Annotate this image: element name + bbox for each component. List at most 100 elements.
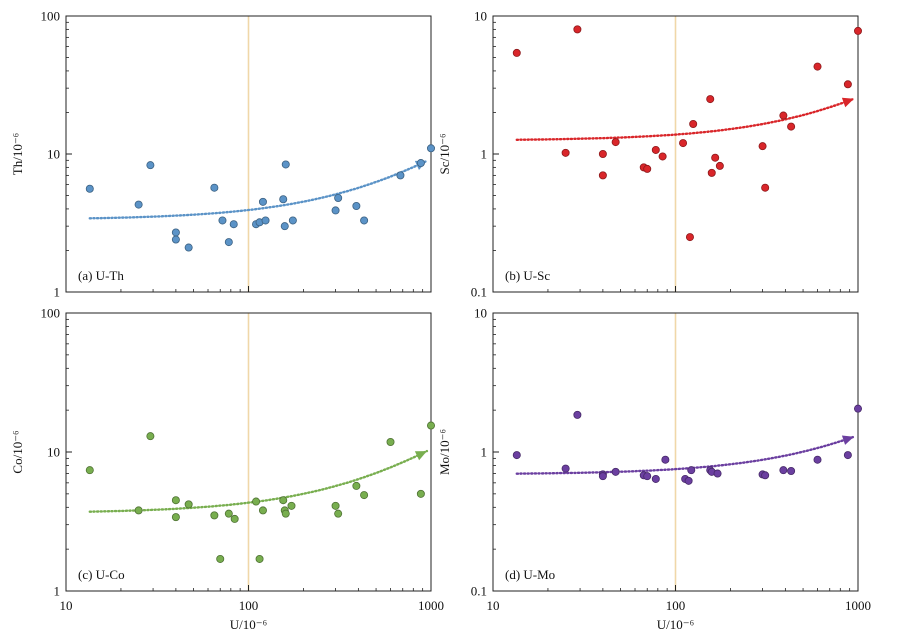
panel-label: (b) U-Sc xyxy=(505,268,550,283)
data-point xyxy=(255,554,264,563)
data-point xyxy=(643,164,652,173)
data-point xyxy=(426,144,435,153)
data-point xyxy=(813,62,822,71)
data-point xyxy=(224,509,233,518)
data-point xyxy=(787,122,796,131)
y-tick-label: 1 xyxy=(54,584,61,599)
y-tick-label: 1 xyxy=(481,445,488,460)
data-point xyxy=(229,220,238,229)
data-point xyxy=(854,26,863,35)
y-axis-title: Mo/10⁻⁶ xyxy=(437,429,452,475)
data-point xyxy=(258,197,267,206)
data-point xyxy=(281,160,290,169)
data-point xyxy=(661,455,670,464)
data-point xyxy=(230,514,239,523)
data-point xyxy=(171,496,180,505)
data-point xyxy=(707,168,716,177)
data-point xyxy=(643,472,652,481)
data-point xyxy=(171,513,180,522)
data-point xyxy=(134,506,143,515)
data-point xyxy=(843,451,852,460)
y-tick-label: 10 xyxy=(474,9,487,24)
y-tick-label: 100 xyxy=(41,9,61,24)
data-point xyxy=(252,497,261,506)
data-point xyxy=(216,554,225,563)
data-point xyxy=(561,148,570,157)
data-point xyxy=(360,216,369,225)
data-point xyxy=(386,438,395,447)
data-point xyxy=(685,233,694,242)
x-tick-label: 1000 xyxy=(845,598,871,613)
data-point xyxy=(761,471,770,480)
data-point xyxy=(416,159,425,168)
trend-curve xyxy=(515,97,856,141)
data-point xyxy=(258,506,267,515)
data-point xyxy=(611,138,620,147)
data-point xyxy=(679,139,688,148)
y-axis-title: Th/10⁻⁶ xyxy=(10,133,25,175)
data-point xyxy=(512,451,521,460)
trend-curve xyxy=(88,159,429,220)
data-point xyxy=(779,466,788,475)
x-axis-title: U/10⁻⁶ xyxy=(230,617,267,632)
data-point xyxy=(210,511,219,520)
y-tick-label: 10 xyxy=(474,306,487,321)
data-point xyxy=(184,243,193,252)
trend-arrowhead xyxy=(841,97,854,108)
data-point xyxy=(334,509,343,518)
data-point xyxy=(210,183,219,192)
y-tick-label: 10 xyxy=(47,445,60,460)
data-point xyxy=(352,481,361,490)
data-point xyxy=(651,474,660,483)
data-point xyxy=(706,95,715,104)
data-point xyxy=(279,496,288,505)
data-point xyxy=(184,500,193,509)
data-point xyxy=(512,48,521,57)
data-point xyxy=(684,476,693,485)
data-point xyxy=(689,119,698,128)
data-point xyxy=(573,25,582,34)
panel-th: 1 10 100 Th/10⁻⁶ (a) U-Th xyxy=(10,9,435,300)
y-axis-title: Sc/10⁻⁶ xyxy=(437,133,452,174)
data-point xyxy=(561,464,570,473)
y-tick-label: 0.1 xyxy=(471,584,487,599)
panel-label: (c) U-Co xyxy=(78,567,125,582)
data-point xyxy=(171,228,180,237)
y-tick-label: 100 xyxy=(41,306,61,321)
data-point xyxy=(261,216,270,225)
trend-arrowhead xyxy=(414,451,427,461)
data-point xyxy=(224,238,233,247)
data-point xyxy=(711,153,720,162)
data-point xyxy=(134,200,143,209)
x-tick-label: 10 xyxy=(487,598,500,613)
data-point xyxy=(218,216,227,225)
trend-curve xyxy=(515,435,856,475)
data-point xyxy=(598,149,607,158)
data-point xyxy=(651,145,660,154)
x-tick-label: 100 xyxy=(239,598,259,613)
data-point xyxy=(171,235,180,244)
data-point xyxy=(396,171,405,180)
trend-arrowhead xyxy=(841,435,854,445)
data-point xyxy=(854,404,863,413)
y-axis-title: Co/10⁻⁶ xyxy=(10,430,25,473)
panel-label: (a) U-Th xyxy=(78,268,124,283)
x-tick-label: 1000 xyxy=(418,598,444,613)
data-point xyxy=(288,216,297,225)
data-point xyxy=(598,472,607,481)
data-point xyxy=(761,183,770,192)
data-point xyxy=(573,410,582,419)
data-point xyxy=(598,171,607,180)
panel-sc: 0.1 1 10 Sc/10⁻⁶ (b) U-Sc xyxy=(437,9,863,300)
data-point xyxy=(287,501,296,510)
panel-mo: 10 100 1000 0.1 1 10 Mo/10⁻⁶ U/10⁻⁶ (d) U-Mo xyxy=(437,306,871,633)
data-point xyxy=(360,491,369,500)
y-tick-label: 1 xyxy=(54,285,61,300)
data-point xyxy=(758,142,767,151)
data-point xyxy=(146,432,155,441)
data-point xyxy=(813,455,822,464)
x-axis-title: U/10⁻⁶ xyxy=(657,617,694,632)
x-tick-label: 100 xyxy=(666,598,686,613)
y-tick-label: 0.1 xyxy=(471,285,487,300)
